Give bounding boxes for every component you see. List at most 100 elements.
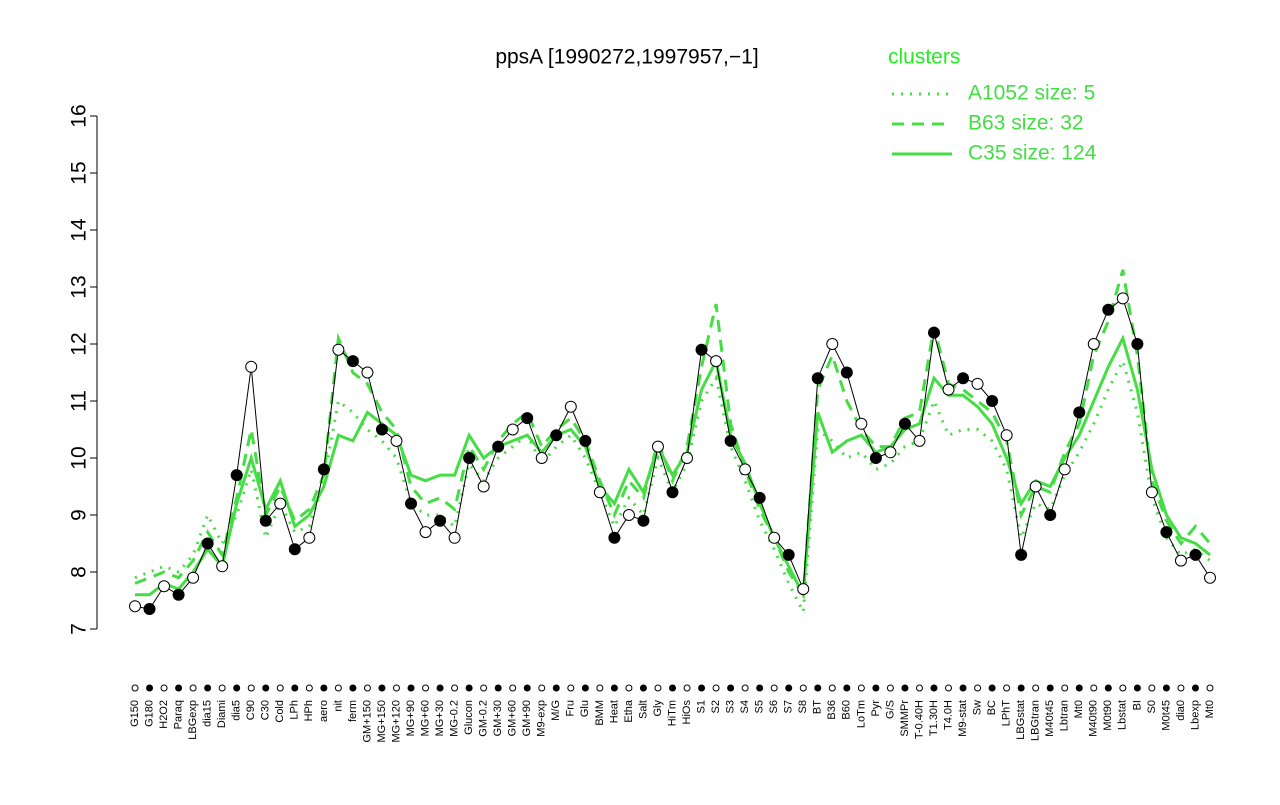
x-tick-label: Fru: [565, 700, 577, 717]
point: [158, 580, 171, 593]
x-tick-label: M/G: [550, 700, 562, 721]
point: [317, 463, 330, 476]
axis-dot: [901, 684, 909, 692]
point: [855, 417, 868, 430]
axis-dot: [378, 684, 386, 692]
point: [913, 434, 926, 447]
point: [724, 434, 737, 447]
point: [535, 452, 548, 464]
point: [187, 571, 200, 584]
point: [550, 429, 563, 442]
axis-dot: [146, 684, 154, 692]
x-tick-label: Heat: [608, 700, 620, 723]
x-tick-label: HPh: [303, 700, 315, 721]
x-tick-label: Lbtran: [1059, 700, 1071, 731]
point: [797, 583, 810, 596]
axis-dot: [945, 684, 953, 692]
point: [986, 395, 999, 407]
y-tick-label: 16: [68, 104, 91, 127]
point: [143, 603, 156, 616]
point: [332, 343, 345, 356]
point: [739, 463, 752, 476]
y-tick-label: 13: [68, 275, 91, 298]
axis-dot: [233, 684, 241, 692]
x-tick-label: dia5: [231, 700, 243, 721]
x-tick-label: T-0.40H: [913, 700, 925, 739]
point: [172, 588, 185, 601]
axis-dot: [247, 684, 255, 692]
x-tick-label: Glu: [579, 700, 591, 717]
point: [695, 343, 708, 356]
axis-dot: [1017, 684, 1025, 692]
point: [1000, 429, 1013, 442]
axis-dot: [756, 684, 764, 692]
point: [681, 452, 694, 464]
cluster-line: [134, 269, 1212, 600]
x-tick-label: GM-0.2: [478, 700, 490, 737]
x-tick-label: S1: [695, 700, 707, 713]
axis-dot: [189, 684, 197, 692]
point: [390, 434, 403, 447]
x-tick-label: HiOs: [681, 700, 693, 725]
axis-dot: [451, 684, 459, 692]
axis-dot: [1032, 684, 1040, 692]
x-tick-label: Salt: [637, 700, 649, 719]
point: [1145, 486, 1158, 499]
x-tick-label: dia0: [1175, 700, 1187, 721]
x-tick-label: S6: [768, 700, 780, 713]
x-tick-label: Paraq: [172, 700, 184, 729]
axis-dot: [698, 684, 706, 692]
axis-dot: [654, 684, 662, 692]
point: [971, 377, 984, 390]
point: [288, 543, 301, 556]
x-tick-label: Lbstat: [1117, 700, 1129, 730]
axis-dot: [712, 684, 720, 692]
x-tick-label: G150: [129, 700, 141, 727]
point: [753, 491, 766, 504]
legend-label: C35 size: 124: [968, 142, 1097, 165]
x-tick-label: Etha: [623, 699, 635, 723]
x-tick-label: GM+30: [492, 700, 504, 736]
axis-dot: [305, 684, 313, 692]
point: [884, 446, 897, 459]
point: [1029, 480, 1042, 493]
x-tick-label: MG+30: [434, 700, 446, 736]
axis-dot: [392, 684, 400, 692]
x-tick-label: S5: [754, 700, 766, 713]
x-tick-label: B60: [841, 700, 853, 720]
x-tick-label: BI: [1131, 700, 1143, 710]
axis-dot: [363, 684, 371, 692]
axis-dot: [320, 684, 328, 692]
point: [768, 531, 781, 544]
axis-dot: [799, 684, 807, 692]
x-tick-label: M40t90: [1088, 700, 1100, 737]
x-tick-label: MG+150: [376, 700, 388, 743]
point: [129, 600, 141, 613]
axis-dot: [959, 684, 967, 692]
point: [1015, 548, 1028, 561]
axis-dot: [639, 684, 647, 692]
point: [434, 514, 447, 527]
axis-dot: [218, 684, 226, 692]
point: [1087, 338, 1100, 350]
axis-dot: [407, 684, 415, 692]
axis-dot: [727, 684, 735, 692]
point: [1189, 548, 1202, 561]
legend: clusters: [888, 46, 960, 69]
point: [1058, 463, 1071, 476]
axis-dot: [552, 684, 560, 692]
point: [593, 486, 606, 499]
x-tick-label: H2O2: [158, 700, 170, 729]
axis-dot: [1046, 684, 1054, 692]
axis-dot: [175, 684, 183, 692]
axis-dot: [988, 684, 996, 692]
x-tick-label: LoTm: [855, 700, 867, 728]
gene-line: [134, 297, 1211, 610]
axis-dot: [1075, 684, 1083, 692]
x-tick-label: BMM: [594, 700, 606, 726]
axis-dot: [581, 684, 589, 692]
axis-dot: [770, 684, 778, 692]
x-tick-label: G180: [143, 700, 155, 727]
point: [942, 383, 955, 396]
chart-title: ppsA [1990272,1997957,−1]: [495, 46, 758, 69]
